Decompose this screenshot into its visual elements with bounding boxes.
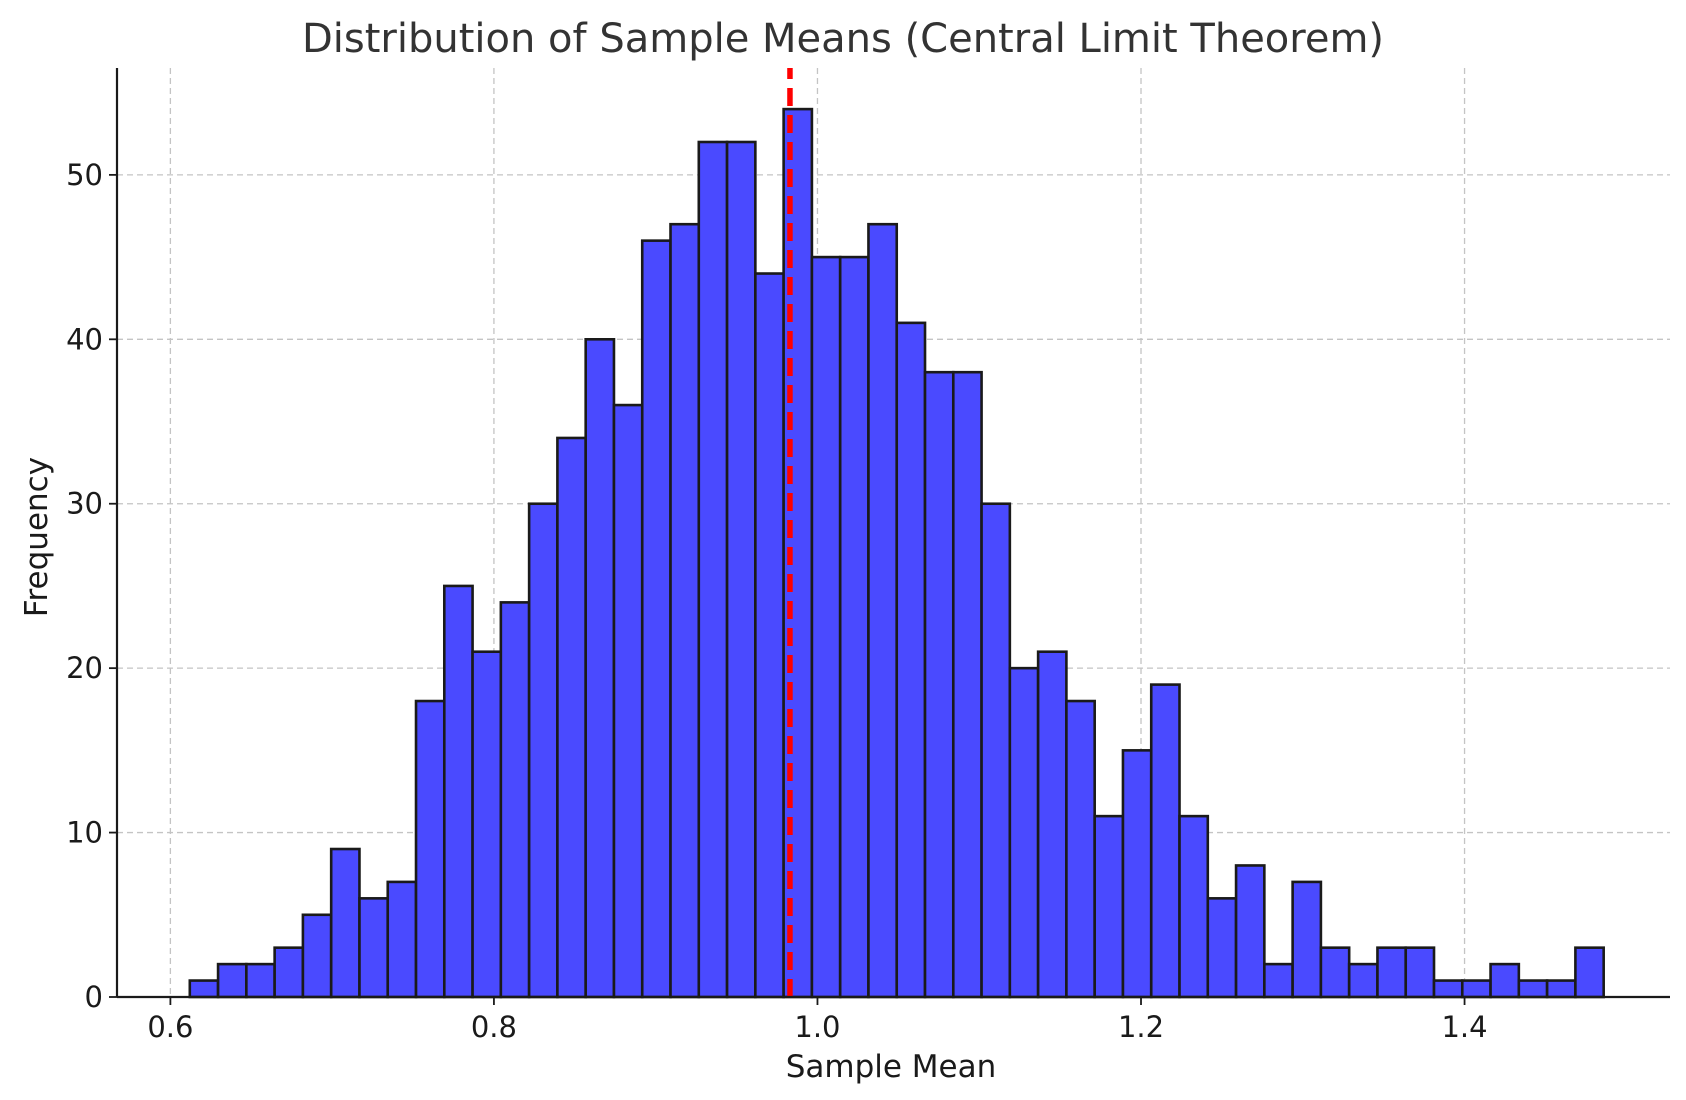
axes (109, 68, 1670, 1005)
histogram-bar (1065, 699, 1096, 999)
x-tick-label: 0.6 (147, 1010, 193, 1044)
histogram-bar (1489, 962, 1521, 999)
chart-title: Distribution of Sample Means (Central Li… (302, 16, 1384, 62)
histogram-bar (273, 946, 305, 999)
histogram-bar (471, 650, 503, 999)
histogram-bar (697, 140, 729, 999)
histogram-bar (1376, 946, 1408, 999)
histogram-bar (442, 584, 474, 999)
histogram-bar (1234, 864, 1266, 999)
histogram-bar (386, 880, 418, 999)
histogram-bar (640, 239, 672, 999)
histogram-bar (329, 847, 361, 999)
histogram-bar (1432, 979, 1464, 999)
x-tick-label: 1.0 (794, 1010, 840, 1044)
x-tick-label: 0.8 (471, 1010, 517, 1044)
histogram-bar (838, 255, 870, 999)
histogram-bar (584, 338, 616, 999)
tick-labels: 0.6 0.8 1.0 1.2 1.4 0 10 20 30 40 50 (66, 158, 1488, 1044)
histogram-bar (951, 370, 983, 999)
y-tick-label: 10 (66, 816, 103, 850)
histogram-bar (1574, 946, 1605, 999)
histogram-bar (527, 502, 559, 999)
histogram-bar (1545, 979, 1577, 999)
histogram-bar (1149, 683, 1181, 999)
histogram-bar (1206, 897, 1238, 999)
histogram-bar (669, 222, 701, 999)
histogram-bar (301, 913, 333, 999)
histogram-bar (1036, 650, 1068, 999)
y-axis-label: Frequency (19, 457, 55, 617)
histogram-bar (867, 222, 899, 999)
x-tick-label: 1.2 (1118, 1010, 1164, 1044)
histogram-bar (1319, 946, 1351, 999)
y-tick-label: 40 (66, 322, 103, 356)
histogram-bar (216, 962, 248, 999)
histogram-bar (923, 370, 955, 999)
x-tick-label: 1.4 (1441, 1010, 1487, 1044)
histogram-bar (754, 272, 785, 999)
x-axis-label: Sample Mean (786, 1049, 997, 1085)
histogram-bars (188, 107, 1605, 999)
histogram-bar (1347, 962, 1379, 999)
histogram-bar (499, 601, 531, 999)
histogram-bar (245, 962, 276, 999)
histogram-bar (1178, 814, 1210, 999)
grid-lines (117, 68, 1670, 997)
histogram-bar (810, 255, 842, 999)
histogram-bar (1291, 880, 1323, 999)
y-tick-label: 50 (66, 158, 103, 192)
y-tick-label: 20 (66, 651, 103, 685)
histogram-bar (895, 321, 927, 999)
histogram-bar (1517, 979, 1549, 999)
histogram-bar (1460, 979, 1492, 999)
y-tick-label: 30 (66, 487, 103, 521)
histogram-bar (980, 502, 1012, 999)
histogram-bar (1008, 666, 1040, 999)
histogram-bar (1263, 962, 1294, 999)
histogram-bar (188, 979, 220, 999)
histogram-bar (1093, 814, 1125, 999)
histogram-bar (556, 436, 587, 999)
histogram-bar (1404, 946, 1436, 999)
histogram-bar (1121, 749, 1153, 999)
histogram-bar (414, 699, 446, 999)
histogram-bar (612, 403, 644, 999)
histogram-bar (358, 897, 390, 999)
y-tick-label: 0 (85, 980, 103, 1014)
histogram-bar (725, 140, 757, 999)
